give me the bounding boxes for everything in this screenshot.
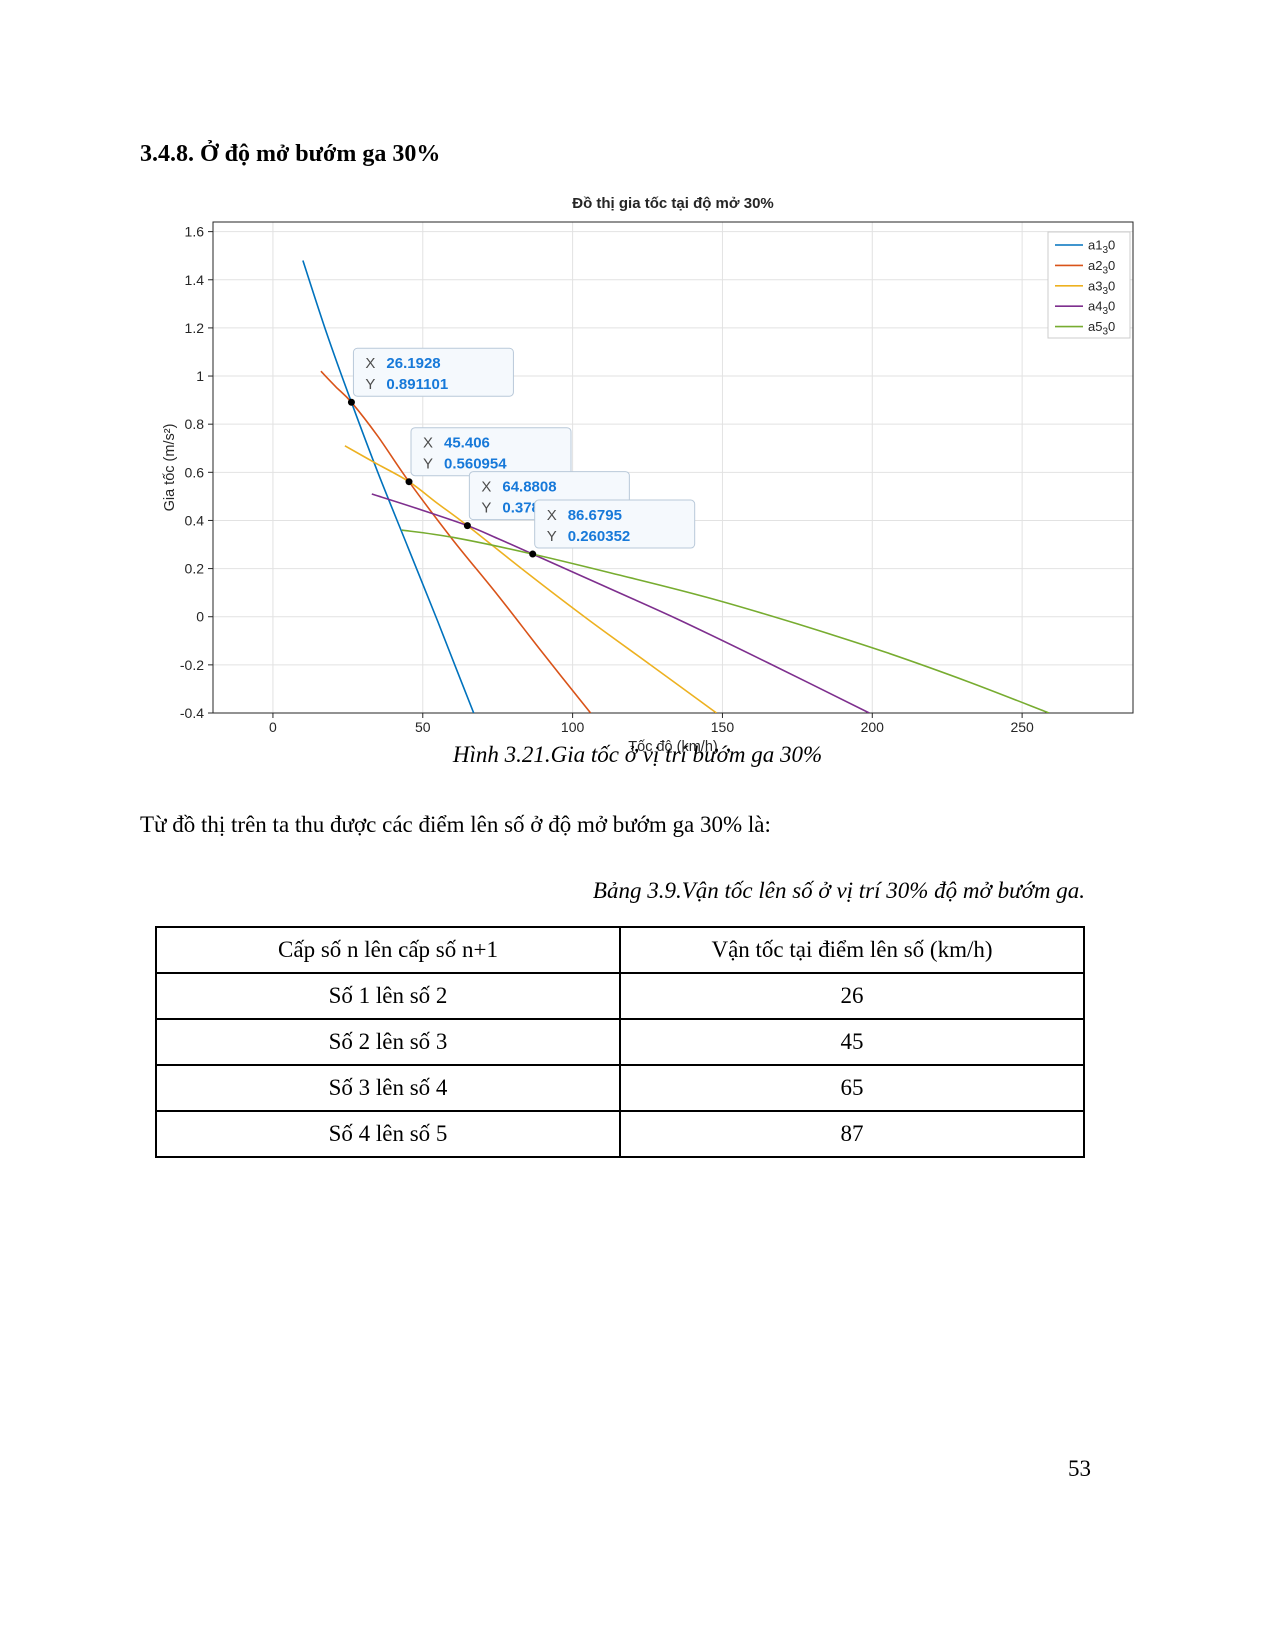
legend-label-a5_30: a530 — [1088, 319, 1115, 338]
datatip-y-value: 0.260352 — [568, 528, 631, 545]
datatip-marker — [405, 478, 413, 486]
datatip-marker — [463, 522, 471, 530]
x-tick-label: 250 — [1010, 719, 1034, 735]
page-number: 53 — [1068, 1456, 1091, 1481]
datatip-y-label: Y — [365, 376, 375, 393]
y-tick-label: 0.8 — [185, 416, 205, 432]
series-group — [302, 260, 1050, 713]
chart-title: Đồ thị gia tốc tại độ mở 30% — [572, 195, 774, 212]
series-line-a2_30 — [320, 370, 592, 713]
datatip-x-label: X — [547, 507, 557, 524]
table-cell: Số 2 lên số 3 — [155, 1018, 621, 1066]
series-line-a4_30 — [371, 493, 870, 713]
table-cell: 26 — [619, 972, 1085, 1020]
table-row: Số 4 lên số 5 87 — [155, 1110, 1085, 1158]
x-tick-label: 50 — [415, 719, 431, 735]
datatip-x-label: X — [423, 435, 433, 452]
legend-label-a2_30: a230 — [1088, 258, 1115, 277]
series-line-a5_30 — [401, 529, 1050, 713]
table-cell: Số 3 lên số 4 — [155, 1064, 621, 1112]
x-tick-label: 100 — [561, 719, 585, 735]
y-tick-label: 0.4 — [185, 512, 205, 528]
table-cell: 65 — [619, 1064, 1085, 1112]
x-axis-label: Tốc độ (km/h) — [628, 739, 717, 755]
datatip-x-label: X — [365, 355, 375, 372]
datatip-marker — [347, 398, 355, 406]
table-row: Số 3 lên số 4 65 — [155, 1064, 1085, 1112]
datatip-y-label: Y — [481, 500, 491, 517]
table-caption: Bảng 3.9.Vận tốc lên số ở vị trí 30% độ … — [592, 878, 1085, 903]
legend-label-a4_30: a430 — [1088, 299, 1115, 318]
datatip-y-value: 0.560954 — [444, 456, 507, 473]
datatip-y-label: Y — [547, 528, 557, 545]
x-tick-label: 200 — [861, 719, 885, 735]
section-heading: 3.4.8. Ở độ mở bướm ga 30% — [140, 141, 441, 167]
datatip-y-label: Y — [423, 456, 433, 473]
acceleration-chart: 0 50 100 150 200 250 -0.4 -0.2 0 0.2 0.4 0.6 0.8 1 1.2… — [162, 195, 1134, 755]
datatip-y-value: 0.891101 — [386, 376, 448, 393]
datatip-x-value: 64.8808 — [502, 479, 556, 496]
series-line-a3_30 — [344, 445, 717, 713]
datatip-x-label: X — [481, 479, 491, 496]
datatip-x-value: 86.6795 — [568, 507, 622, 524]
datatip-box — [534, 499, 696, 549]
table-cell: 87 — [619, 1110, 1085, 1158]
datatip-2: X 45.406 Y 0.560954 — [410, 427, 572, 477]
table-cell: 45 — [619, 1018, 1085, 1066]
datatip-4: X 86.6795 Y 0.260352 — [534, 499, 696, 549]
series-line-a1_30 — [302, 260, 475, 713]
legend-label-a3_30: a330 — [1088, 278, 1115, 297]
y-tick-label: 1.2 — [185, 320, 205, 336]
y-tick-label: 1.4 — [185, 272, 205, 288]
table-cell: Số 1 lên số 2 — [155, 972, 621, 1020]
table-cell: Số 4 lên số 5 — [155, 1110, 621, 1158]
table-header-cell: Cấp số n lên cấp số n+1 — [155, 926, 621, 974]
gear-shift-table: Cấp số n lên cấp số n+1 Vận tốc tại điểm … — [155, 926, 1085, 1158]
chart-figure: 0 50 100 150 200 250 -0.4 -0.2 0 0.2 0.4 0.6 0.8 1 1.2… — [158, 190, 1143, 760]
table-header-cell: Vận tốc tại điểm lên số (km/h) — [619, 926, 1085, 974]
datatip-x-value: 26.1928 — [386, 355, 440, 372]
paragraph: Từ đồ thị trên ta thu được các điểm lên … — [140, 812, 771, 837]
datatip-marker — [529, 550, 537, 558]
legend-label-a1_30: a130 — [1088, 238, 1115, 257]
y-axis-label: Gia tốc (m/s²) — [162, 424, 178, 512]
y-tick-label: 0.2 — [185, 561, 205, 577]
y-tick-label: 0.6 — [185, 464, 205, 480]
figure-caption: Hình 3.21.Gia tốc ở vị trí bướm ga 30% — [452, 742, 823, 767]
y-tick-label: 1 — [196, 368, 204, 384]
x-tick-label: 150 — [711, 719, 735, 735]
table-row: Số 1 lên số 2 26 — [155, 972, 1085, 1020]
datatip-x-value: 45.406 — [444, 435, 490, 452]
y-tick-label: -0.4 — [180, 705, 204, 721]
plot-border — [212, 221, 1134, 714]
table-row: Số 2 lên số 3 45 — [155, 1018, 1085, 1066]
y-tick-label: 0 — [196, 609, 204, 625]
y-tick-label: -0.2 — [180, 657, 204, 673]
table-header-row: Cấp số n lên cấp số n+1 Vận tốc tại điểm … — [155, 926, 1085, 974]
datatip-box — [352, 347, 514, 397]
y-tick-label: 1.6 — [185, 224, 205, 240]
x-tick-label: 0 — [269, 719, 277, 735]
datatip-1: X 26.1928 Y 0.891101 — [352, 347, 514, 397]
